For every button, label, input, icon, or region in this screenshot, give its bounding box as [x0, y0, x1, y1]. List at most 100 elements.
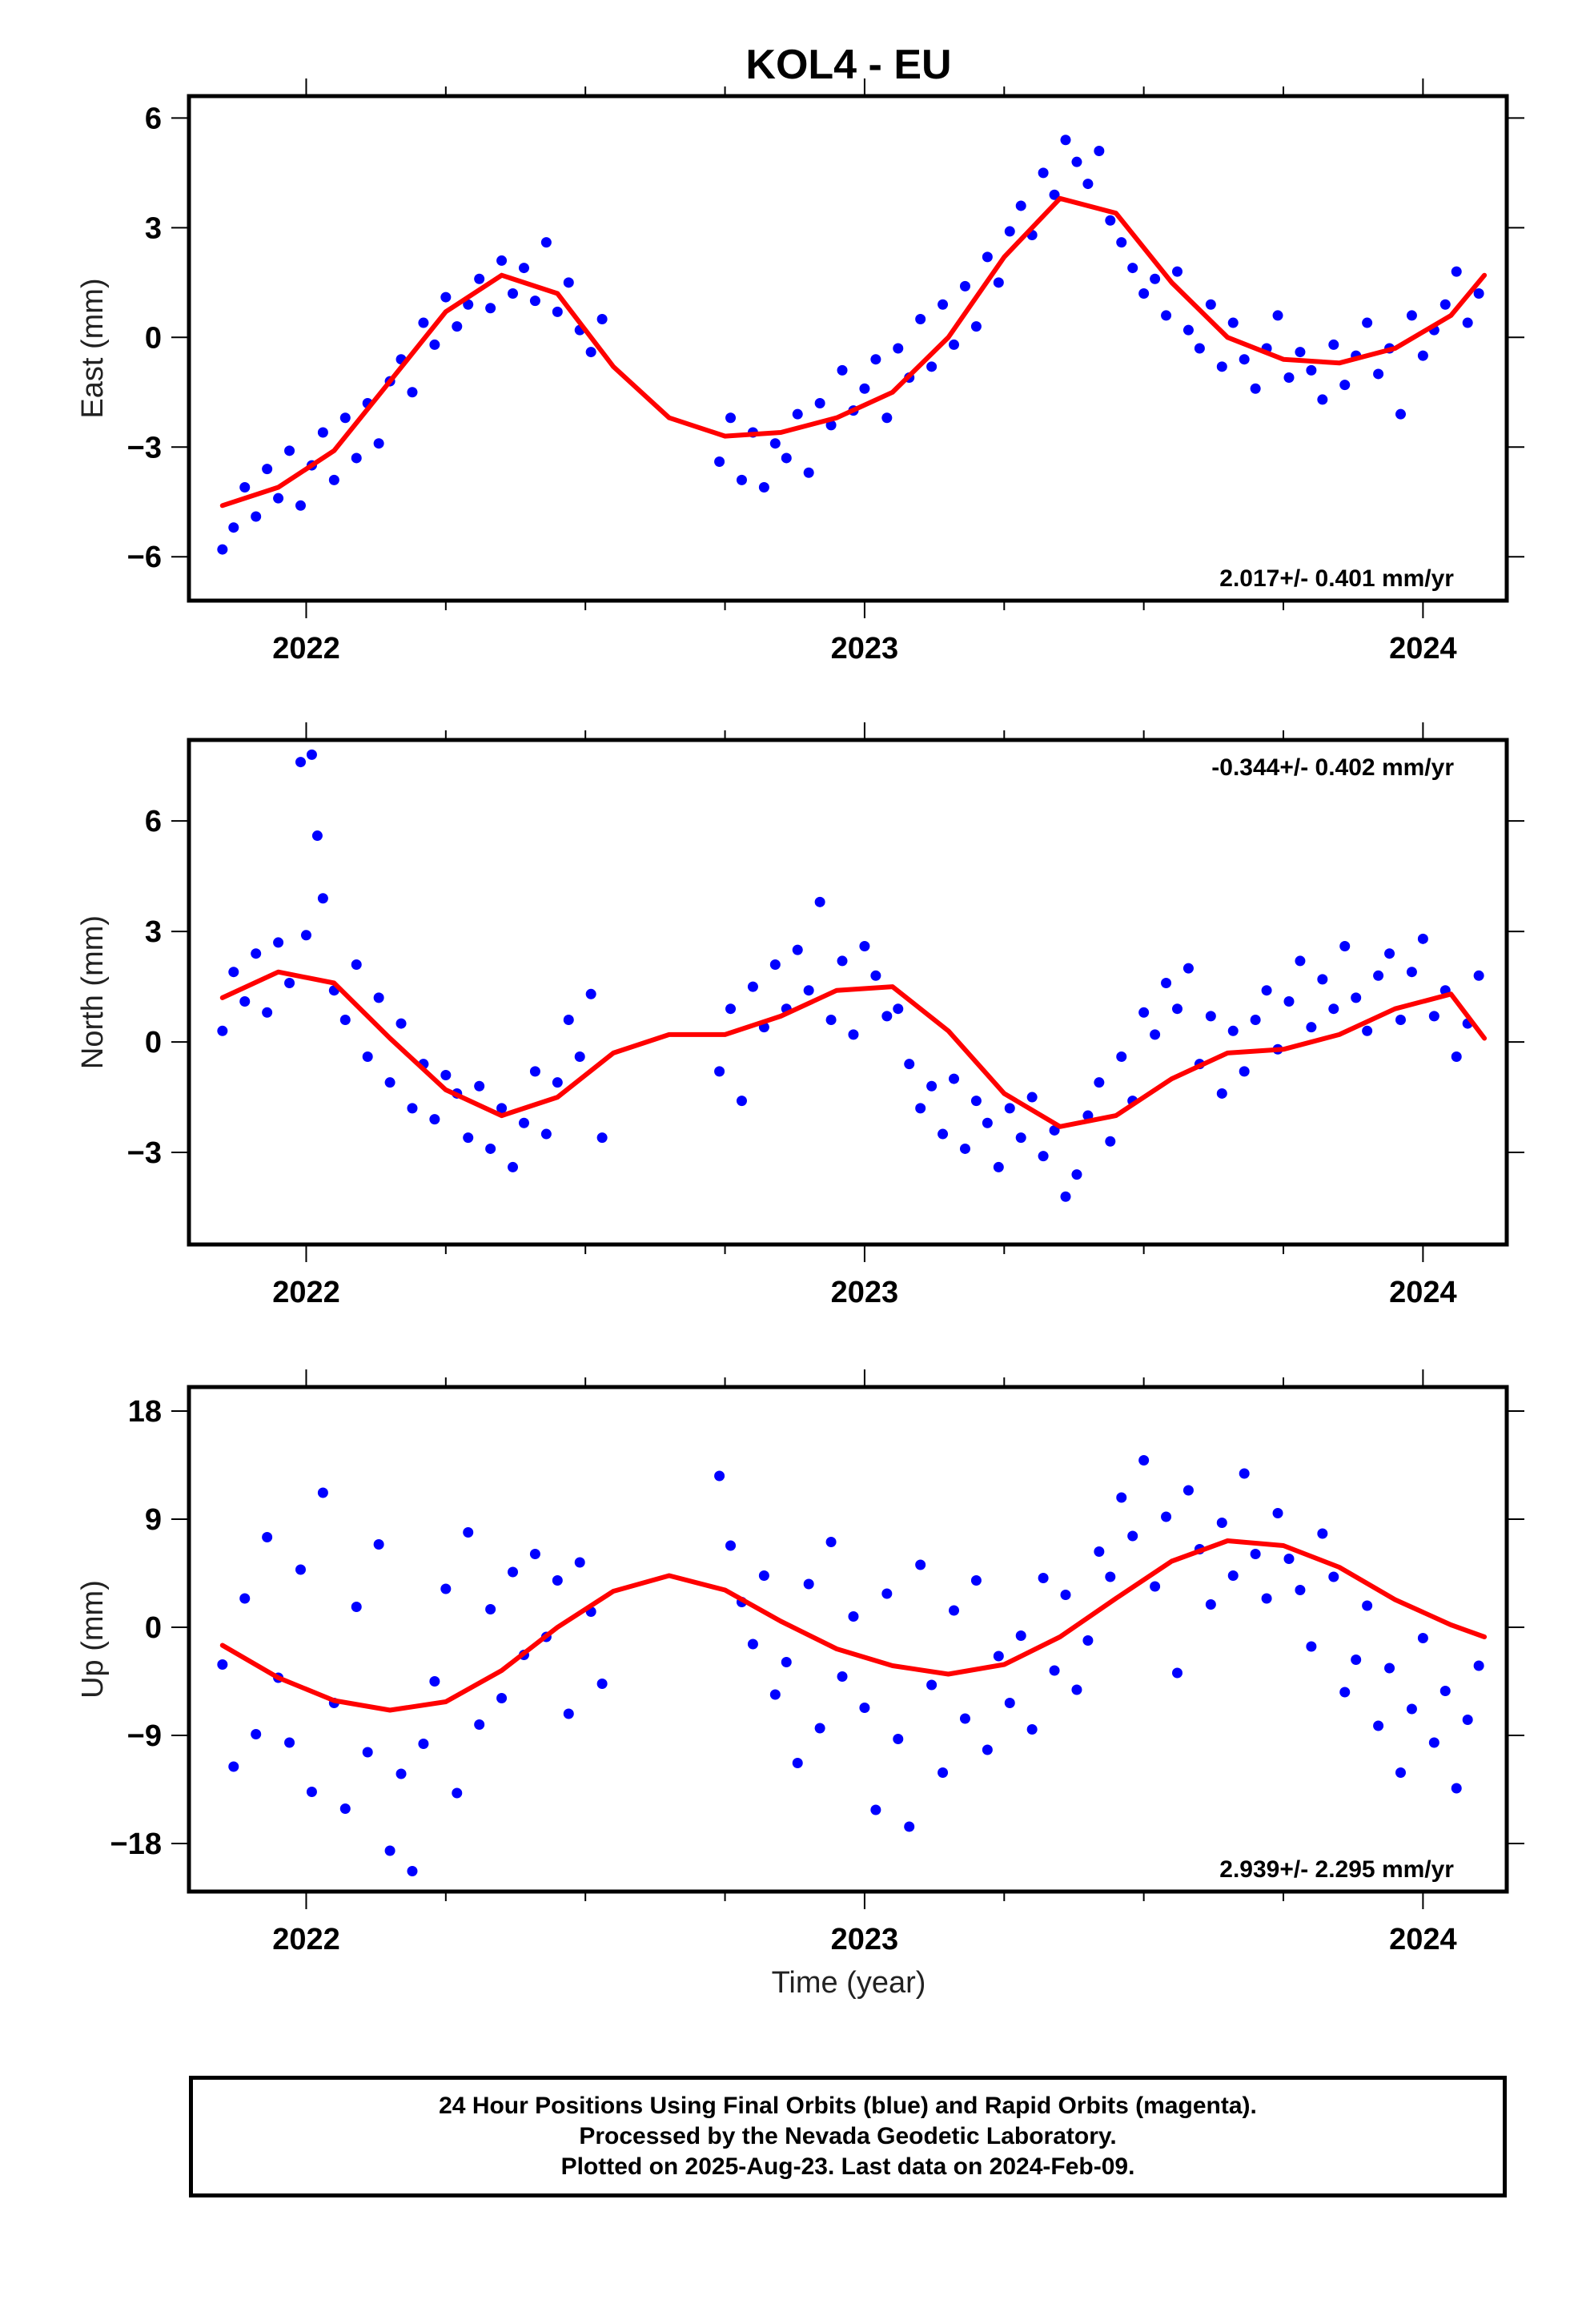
east-data-point: [938, 299, 949, 310]
east-data-point: [1038, 167, 1049, 179]
east-data-point: [825, 420, 837, 431]
north-data-point: [1417, 933, 1428, 944]
north-data-point: [284, 978, 295, 989]
north-data-point: [311, 830, 323, 842]
up-data-point: [262, 1532, 273, 1542]
up-data-point: [870, 1804, 881, 1815]
north-data-point: [563, 1014, 574, 1025]
east-y-tick-label: 3: [145, 211, 162, 245]
north-panel: 2022 2023 2024 −3 0 3 6 North (mm) -0.344+/- 0.4…: [76, 722, 1524, 1309]
north-data-point: [1182, 963, 1194, 974]
up-data-point: [317, 1487, 328, 1498]
north-data-point: [1026, 1092, 1038, 1103]
north-data-point: [339, 1014, 351, 1025]
up-data-point: [463, 1527, 474, 1538]
north-data-point: [1406, 967, 1417, 978]
north-data-point: [938, 1128, 949, 1140]
east-data-point: [1406, 310, 1417, 321]
east-data-point: [1417, 350, 1428, 361]
up-plot-frame: [187, 1385, 1509, 1894]
up-data-point: [837, 1671, 848, 1682]
east-data-point: [859, 383, 870, 394]
east-data-point: [1462, 317, 1473, 328]
north-data-point: [803, 985, 814, 996]
north-data-point: [1373, 970, 1384, 981]
up-data-point: [949, 1605, 960, 1616]
north-data-point: [714, 1066, 725, 1077]
up-data-point: [217, 1659, 228, 1670]
east-y-tick-label: −6: [127, 541, 162, 574]
north-y-tick-label: −3: [127, 1136, 162, 1170]
up-data-point: [552, 1575, 563, 1586]
up-y-tick-label: 9: [145, 1503, 162, 1537]
east-data-point: [1116, 237, 1127, 248]
north-data-point: [1351, 992, 1362, 1003]
east-data-point: [837, 364, 848, 376]
up-data-point: [982, 1744, 993, 1755]
up-data-point: [306, 1787, 317, 1797]
east-x-tick-label: 2022: [272, 632, 340, 665]
up-y-tick-label: 18: [128, 1395, 162, 1429]
up-data-point: [769, 1689, 781, 1700]
north-data-point: [1384, 948, 1395, 959]
east-data-point: [1194, 343, 1205, 354]
east-data-point: [351, 452, 362, 464]
up-data-point: [1406, 1703, 1417, 1715]
east-data-point: [585, 347, 596, 358]
east-data-point: [915, 313, 926, 324]
east-data-point: [926, 361, 938, 372]
up-data-point: [1205, 1599, 1216, 1610]
up-data-point: [1261, 1593, 1272, 1604]
up-data-point: [574, 1557, 585, 1568]
up-data-point: [825, 1537, 837, 1547]
up-data-point: [1395, 1767, 1406, 1778]
north-data-point: [217, 1025, 228, 1036]
north-data-point: [300, 930, 311, 941]
up-data-point: [725, 1540, 737, 1551]
east-rate-label: 2.017+/- 0.401 mm/yr: [1219, 565, 1454, 592]
north-data-point: [1105, 1136, 1116, 1147]
north-data-point: [736, 1096, 747, 1107]
east-data-point: [949, 339, 960, 350]
north-data-point: [228, 967, 239, 978]
up-data-point: [407, 1866, 418, 1876]
east-x-tick-label: 2023: [831, 632, 899, 665]
east-data-point: [1373, 368, 1384, 380]
up-data-point: [351, 1602, 362, 1612]
up-data-point: [396, 1768, 407, 1779]
north-data-point: [1473, 970, 1484, 981]
up-data-point: [1451, 1783, 1462, 1794]
up-data-point: [1105, 1571, 1116, 1582]
up-data-point: [1362, 1600, 1373, 1611]
north-data-point: [1150, 1029, 1161, 1040]
north-data-point: [262, 1007, 273, 1018]
up-data-point: [596, 1679, 608, 1689]
east-data-point: [1317, 394, 1328, 405]
east-data-point: [1004, 226, 1015, 237]
north-data-point: [1172, 1003, 1182, 1015]
north-data-point: [396, 1018, 407, 1029]
east-x-tick-label: 2024: [1389, 632, 1457, 665]
north-data-point: [837, 955, 848, 967]
north-fit-line: [219, 969, 1488, 1129]
up-data-point: [814, 1723, 825, 1734]
up-data-point: [1384, 1663, 1395, 1674]
east-data-point: [870, 354, 881, 365]
up-data-point: [508, 1566, 519, 1578]
up-data-point: [1216, 1518, 1227, 1528]
east-data-point: [758, 481, 769, 493]
up-data-point: [781, 1657, 792, 1667]
north-data-point: [949, 1073, 960, 1084]
up-x-tick-label: 2022: [272, 1923, 340, 1956]
east-data-point: [1339, 380, 1351, 391]
north-data-point: [1328, 1003, 1339, 1015]
north-data-point: [351, 959, 362, 971]
east-data-point: [496, 255, 508, 266]
north-data-point: [959, 1143, 970, 1154]
north-rate-label: -0.344+/- 0.402 mm/yr: [1211, 754, 1454, 781]
north-data-point: [429, 1114, 440, 1125]
east-data-point: [1250, 383, 1261, 394]
up-data-point: [1116, 1492, 1127, 1503]
east-data-point: [893, 343, 904, 354]
